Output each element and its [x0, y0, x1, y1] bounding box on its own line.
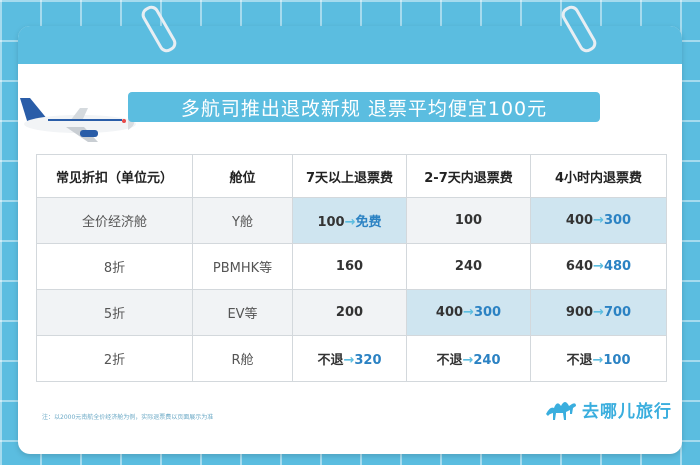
brand-name: 去哪儿旅行 — [582, 401, 672, 422]
new-fee: 100 — [603, 353, 631, 368]
fee-value: 100 — [454, 213, 483, 228]
column-header-over-7-days: 7天以上退票费 — [292, 154, 407, 198]
discount-cell: 8折 — [36, 243, 193, 290]
discount-cell: 5折 — [36, 289, 193, 336]
new-fee: 300 — [603, 213, 632, 228]
old-fee: 不退 — [436, 353, 463, 368]
fee-cell: 不退→240 — [406, 335, 531, 382]
column-header-cabin: 舱位 — [192, 154, 293, 198]
discount-cell: 2折 — [36, 335, 193, 382]
old-fee: 400 — [565, 213, 594, 228]
camel-icon — [546, 402, 576, 420]
fee-cell: 900→700 — [530, 289, 667, 336]
fee-cell: 200 — [292, 289, 407, 336]
fee-cell: 不退→100 — [530, 335, 667, 382]
arrow-icon: → — [593, 259, 604, 274]
headline-banner: 多航司推出退改新规 退票平均便宜100元 — [128, 92, 600, 122]
new-fee: 320 — [354, 353, 382, 368]
table-row: 2折 R舱 不退→320 不退→240 不退→100 — [36, 335, 667, 382]
table-row: 8折 PBMHK等 160 240 640→480 — [36, 243, 667, 290]
arrow-icon: → — [343, 353, 355, 368]
fee-cell: 160 — [292, 243, 407, 290]
fee-cell: 240 — [406, 243, 531, 290]
new-fee: 240 — [473, 353, 501, 368]
arrow-icon: → — [593, 305, 604, 320]
table-row: 5折 EV等 200 400→300 900→700 — [36, 289, 667, 336]
table-header-row: 常见折扣（单位元） 舱位 7天以上退票费 2-7天内退票费 4小时内退票费 — [36, 154, 667, 198]
new-fee: 480 — [603, 259, 632, 274]
fee-value: 240 — [454, 259, 483, 274]
arrow-icon: → — [462, 353, 474, 368]
discount-cell: 全价经济舱 — [36, 197, 193, 244]
cabin-cell: Y舱 — [192, 197, 293, 244]
arrow-icon: → — [593, 213, 604, 228]
column-header-2-7-days: 2-7天内退票费 — [406, 154, 531, 198]
old-fee: 100 — [317, 215, 345, 230]
new-fee: 300 — [473, 305, 502, 320]
new-fee: 700 — [603, 305, 632, 320]
fee-cell: 400→300 — [406, 289, 531, 336]
old-fee: 640 — [565, 259, 594, 274]
table-row: 全价经济舱 Y舱 100→免费 100 400→300 — [36, 197, 667, 244]
cabin-cell: PBMHK等 — [192, 243, 293, 290]
cabin-cell: R舱 — [192, 335, 293, 382]
arrow-icon: → — [344, 215, 356, 230]
card-header-band — [18, 26, 682, 64]
arrow-icon: → — [592, 353, 604, 368]
old-fee: 不退 — [317, 353, 344, 368]
airplane-icon — [20, 98, 136, 142]
old-fee: 不退 — [566, 353, 593, 368]
fee-cell: 100 — [406, 197, 531, 244]
old-fee: 400 — [435, 305, 464, 320]
fee-value: 160 — [335, 259, 364, 274]
fee-value: 200 — [335, 305, 364, 320]
brand-logo: 去哪儿旅行 — [544, 396, 672, 422]
column-header-discount: 常见折扣（单位元） — [36, 154, 193, 198]
arrow-icon: → — [463, 305, 474, 320]
new-fee: 免费 — [355, 215, 382, 230]
old-fee: 900 — [565, 305, 594, 320]
cabin-cell: EV等 — [192, 289, 293, 336]
fee-cell: 100→免费 — [292, 197, 407, 244]
column-header-within-4-hours: 4小时内退票费 — [530, 154, 667, 198]
fee-cell: 640→480 — [530, 243, 667, 290]
footnote: 注：以2000元南航全价经济舱为例，实际退票费以页面展示为准 — [42, 414, 214, 421]
refund-fee-table: 常见折扣（单位元） 舱位 7天以上退票费 2-7天内退票费 4小时内退票费 全价… — [36, 154, 667, 382]
fee-cell: 400→300 — [530, 197, 667, 244]
fee-cell: 不退→320 — [292, 335, 407, 382]
